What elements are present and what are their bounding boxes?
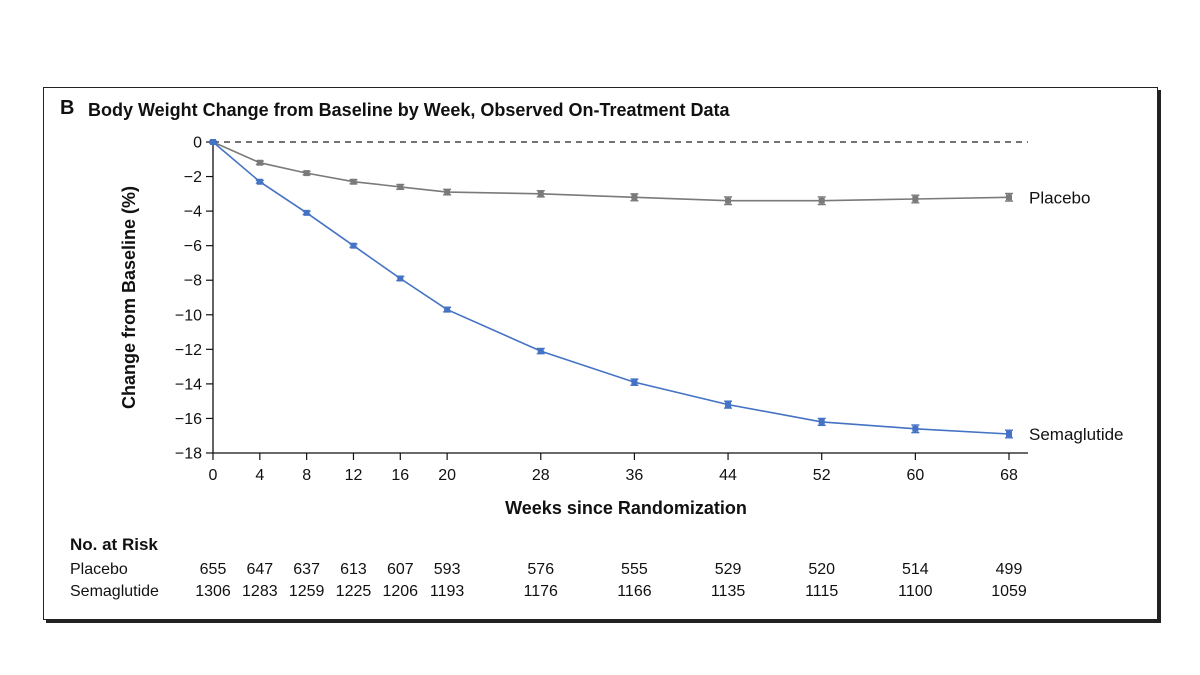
semaglutide-risk-label: Semaglutide xyxy=(70,583,159,600)
y-tick-label: −18 xyxy=(175,446,202,463)
placebo-risk-value: 520 xyxy=(808,561,835,578)
placebo-point xyxy=(350,178,357,185)
semaglutide-point xyxy=(256,178,263,185)
y-tick-label: −2 xyxy=(184,169,202,186)
semaglutide-point xyxy=(444,306,451,313)
x-tick-label: 16 xyxy=(391,467,409,484)
placebo-point xyxy=(631,194,638,201)
semaglutide-risk-value: 1115 xyxy=(805,583,838,600)
semaglutide-risk-value: 1225 xyxy=(336,583,372,600)
semaglutide-risk-value: 1306 xyxy=(195,583,231,600)
y-tick-label: −16 xyxy=(175,411,202,428)
chart-title: Body Weight Change from Baseline by Week… xyxy=(88,100,730,120)
risk-table-heading: No. at Risk xyxy=(70,535,158,554)
placebo-risk-value: 576 xyxy=(527,561,554,578)
y-tick-label: −4 xyxy=(184,204,202,221)
semaglutide-point xyxy=(818,418,825,425)
axes-group: 0 −2 −4 −6 −8 −10 −12 −14 −16 −18 0 4 8 12 16 20 28 36 44 5… xyxy=(175,135,1028,484)
number-at-risk-table: No. at Risk Placebo 655 647 637 613 607 593 576 5… xyxy=(70,535,1027,600)
panel-letter: B xyxy=(60,97,75,119)
semaglutide-risk-value: 1259 xyxy=(289,583,325,600)
x-tick-label: 20 xyxy=(438,467,456,484)
placebo-point xyxy=(912,196,919,203)
placebo-risk-value: 499 xyxy=(996,561,1023,578)
semaglutide-point xyxy=(303,209,310,216)
semaglutide-point xyxy=(397,275,404,282)
x-axis-title: Weeks since Randomization xyxy=(505,498,747,518)
placebo-risk-label: Placebo xyxy=(70,561,128,578)
placebo-risk-value: 529 xyxy=(715,561,742,578)
placebo-risk-value: 555 xyxy=(621,561,648,578)
semaglutide-series-label: Semaglutide xyxy=(1029,425,1124,444)
y-tick-label: −10 xyxy=(175,307,202,324)
semaglutide-point xyxy=(725,401,732,408)
semaglutide-point xyxy=(631,379,638,386)
x-tick-label: 60 xyxy=(906,467,924,484)
semaglutide-risk-value: 1135 xyxy=(711,583,746,600)
placebo-point xyxy=(444,189,451,196)
semaglutide-risk-value: 1176 xyxy=(524,583,559,600)
y-axis-title: Change from Baseline (%) xyxy=(119,186,139,409)
x-tick-label: 8 xyxy=(302,467,311,484)
placebo-point xyxy=(256,159,263,166)
placebo-risk-value: 637 xyxy=(293,561,320,578)
placebo-series-label: Placebo xyxy=(1029,188,1090,207)
x-tick-label: 4 xyxy=(255,467,264,484)
semaglutide-risk-value: 1100 xyxy=(898,583,933,600)
semaglutide-point xyxy=(537,348,544,355)
placebo-series-line xyxy=(212,141,1010,202)
semaglutide-point xyxy=(912,425,919,432)
placebo-point xyxy=(725,197,732,204)
placebo-risk-value: 607 xyxy=(387,561,414,578)
semaglutide-risk-value: 1193 xyxy=(430,583,465,600)
x-tick-label: 36 xyxy=(626,467,644,484)
x-tick-label: 0 xyxy=(209,467,218,484)
placebo-point xyxy=(303,170,310,177)
x-tick-label: 28 xyxy=(532,467,550,484)
placebo-risk-value: 647 xyxy=(246,561,273,578)
placebo-risk-value: 655 xyxy=(200,561,227,578)
semaglutide-point xyxy=(350,242,357,249)
y-tick-label: −12 xyxy=(175,342,202,359)
series-group xyxy=(209,139,1013,439)
semaglutide-risk-value: 1059 xyxy=(991,583,1027,600)
placebo-risk-value: 514 xyxy=(902,561,929,578)
x-tick-label: 52 xyxy=(813,467,831,484)
semaglutide-point xyxy=(210,139,216,145)
y-tick-label: −6 xyxy=(184,238,202,255)
semaglutide-point xyxy=(1006,430,1012,437)
x-tick-label: 12 xyxy=(345,467,363,484)
semaglutide-risk-value: 1166 xyxy=(617,583,652,600)
figure-frame xyxy=(43,87,1158,620)
semaglutide-risk-value: 1283 xyxy=(242,583,278,600)
series-labels-group: Placebo Semaglutide xyxy=(1029,188,1124,444)
placebo-point xyxy=(818,197,825,204)
semaglutide-series-line xyxy=(212,141,1010,435)
x-tick-label: 44 xyxy=(719,467,737,484)
y-tick-label: −14 xyxy=(175,376,202,393)
placebo-risk-value: 593 xyxy=(434,561,461,578)
placebo-point xyxy=(1006,194,1012,201)
placebo-point xyxy=(537,190,544,197)
y-tick-label: −8 xyxy=(184,273,202,290)
x-tick-label: 68 xyxy=(1000,467,1018,484)
placebo-point xyxy=(397,183,404,190)
placebo-risk-value: 613 xyxy=(340,561,367,578)
semaglutide-risk-value: 1206 xyxy=(382,583,418,600)
y-tick-label: 0 xyxy=(193,135,202,152)
